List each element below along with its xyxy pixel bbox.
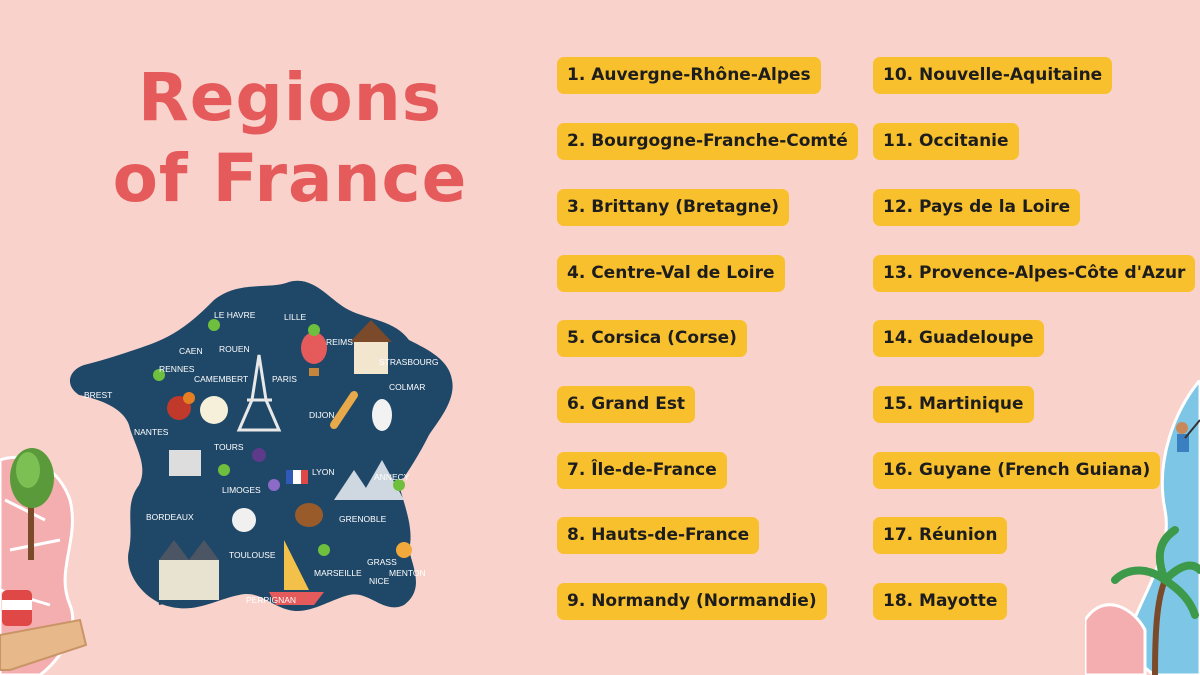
eiffel-tower-icon — [236, 354, 282, 432]
rooster-icon — [167, 392, 195, 420]
map-label: GRASS — [367, 557, 397, 567]
map-label: LYON — [312, 467, 335, 477]
region-pill: 14. Guadeloupe — [873, 320, 1044, 357]
map-label: PERPIGNAN — [246, 595, 296, 605]
region-pill: 9. Normandy (Normandie) — [557, 583, 827, 620]
poodle-icon — [232, 508, 256, 532]
page-title: Regions of France — [80, 58, 500, 219]
lavender-icon — [268, 479, 280, 491]
left-decoration — [0, 448, 88, 675]
region-pill: 16. Guyane (French Guiana) — [873, 452, 1161, 489]
bird-icon — [372, 399, 392, 431]
map-label: REIMS — [326, 337, 353, 347]
map-label: COLMAR — [389, 382, 425, 392]
map-label: NANTES — [134, 427, 169, 437]
region-pill: 10. Nouvelle-Aquitaine — [873, 57, 1113, 94]
region-pill: 8. Hauts-de-France — [557, 517, 760, 554]
region-pill: 12. Pays de la Loire — [873, 189, 1081, 226]
grapes-icon — [252, 448, 266, 462]
timbered-house-icon — [350, 320, 392, 374]
region-pill: 15. Martinique — [873, 386, 1034, 423]
map-label: TOULOUSE — [229, 550, 276, 560]
map-label: NICE — [369, 576, 390, 586]
region-pill: 1. Auvergne-Rhône-Alpes — [557, 57, 821, 94]
cheese-icon — [200, 396, 228, 424]
region-pill: 17. Réunion — [873, 517, 1008, 554]
region-pill: 3. Brittany (Bretagne) — [557, 189, 790, 226]
tree-trunk — [28, 490, 34, 560]
region-pill: 13. Provence-Alpes-Côte d'Azur — [873, 255, 1196, 292]
fisherman-icon — [1176, 419, 1200, 452]
region-pill: 7. Île-de-France — [557, 452, 727, 489]
france-map: LE HAVRE LILLE CAEN ROUEN REIMS STRASBOU… — [69, 280, 453, 612]
mountains-icon — [334, 460, 404, 500]
chateau-icon — [159, 540, 219, 600]
map-label: CAEN — [179, 346, 203, 356]
barrel-icon — [295, 503, 323, 527]
table-icon — [0, 618, 88, 671]
sailboat-icon — [269, 540, 324, 605]
title-line-2: of France — [112, 139, 468, 217]
region-pill: 18. Mayotte — [873, 583, 1008, 620]
map-label: ROUEN — [219, 344, 250, 354]
balloon-icon — [301, 332, 327, 376]
map-label: LILLE — [284, 312, 307, 322]
region-pill: 2. Bourgogne-Franche-Comté — [557, 123, 858, 160]
region-pill: 5. Corsica (Corse) — [557, 320, 747, 357]
map-label: LIMOGES — [222, 485, 261, 495]
region-pill: 11. Occitanie — [873, 123, 1019, 160]
map-label: LE HAVRE — [214, 310, 256, 320]
map-label: PARIS — [272, 374, 297, 384]
map-label: BORDEAUX — [146, 512, 194, 522]
baguette-icon — [330, 391, 358, 429]
map-label: BREST — [84, 390, 112, 400]
map-label: ANNECY — [374, 472, 410, 482]
right-decoration — [1085, 380, 1200, 675]
map-label: DIJON — [309, 410, 335, 420]
map-label: RENNES — [159, 364, 195, 374]
region-pill: 4. Centre-Val de Loire — [557, 255, 785, 292]
map-label: MARSEILLE — [314, 568, 362, 578]
map-label: GRENOBLE — [339, 514, 387, 524]
accordion-icon — [169, 450, 201, 476]
title-line-1: Regions — [137, 59, 443, 136]
map-label: TOURS — [214, 442, 244, 452]
palm-tree-icon — [1111, 526, 1200, 619]
map-label: MENTON — [389, 568, 426, 578]
jar-icon — [2, 590, 32, 626]
map-label: STRASBOURG — [379, 357, 439, 367]
map-label: CAMEMBERT — [194, 374, 248, 384]
region-pill: 6. Grand Est — [557, 386, 696, 423]
